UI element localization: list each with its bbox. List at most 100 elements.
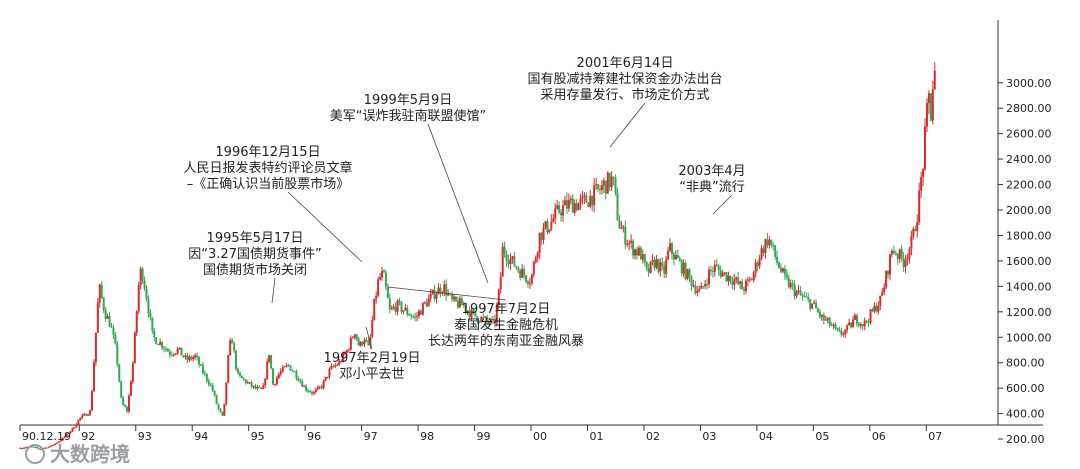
candle-body xyxy=(281,367,284,372)
candle-body xyxy=(262,385,265,390)
candle-body xyxy=(359,342,362,346)
y-tick-label: 600.00 xyxy=(1006,382,1045,395)
candle-body xyxy=(624,226,627,245)
candle-body xyxy=(157,344,160,346)
y-tick-label: 2600.00 xyxy=(1006,128,1052,141)
candle-body xyxy=(227,355,230,383)
candle-body xyxy=(933,70,936,90)
candle-body xyxy=(723,272,726,274)
candle-body xyxy=(65,433,68,437)
candle-body xyxy=(830,325,833,327)
candle-body xyxy=(108,316,111,327)
candle-body xyxy=(412,316,415,318)
candle-body xyxy=(367,340,370,346)
candle-body xyxy=(382,270,385,273)
candle-body xyxy=(353,334,356,338)
candle-body xyxy=(96,302,99,333)
candle-body xyxy=(75,424,78,428)
candle-body xyxy=(92,362,95,392)
candle-body xyxy=(809,299,812,309)
x-tick-label: 03 xyxy=(702,430,716,443)
candle-body xyxy=(112,327,115,335)
candle-body xyxy=(622,226,625,229)
candle-body xyxy=(149,313,152,318)
candle-body xyxy=(126,407,129,412)
candle-body xyxy=(591,195,594,206)
candle-body xyxy=(528,283,531,285)
candle-body xyxy=(737,277,740,284)
candle-body xyxy=(556,205,559,209)
candle-body xyxy=(468,310,471,318)
candle-body xyxy=(505,254,508,261)
candle-body xyxy=(692,285,695,287)
candle-body xyxy=(826,317,829,320)
candle-body xyxy=(328,369,331,377)
candle-body xyxy=(272,368,275,385)
candle-body xyxy=(836,327,839,330)
candle-body xyxy=(651,259,654,262)
candle-body xyxy=(453,296,456,300)
candle-body xyxy=(351,337,354,339)
candle-body xyxy=(694,285,697,293)
candle-body xyxy=(610,176,613,188)
candle-body xyxy=(340,360,343,362)
candle-body xyxy=(289,365,292,371)
annotation-text: 2003年4月 xyxy=(678,164,745,179)
candle-body xyxy=(546,221,549,233)
candle-body xyxy=(268,355,271,362)
candle-body xyxy=(46,447,49,449)
candle-body xyxy=(135,311,138,333)
candle-body xyxy=(764,239,767,254)
y-tick-label: 2800.00 xyxy=(1006,102,1052,115)
candle-body xyxy=(575,203,578,211)
candle-body xyxy=(912,228,915,237)
annotation-text: “非典”流行 xyxy=(679,180,744,195)
candle-body xyxy=(548,229,551,233)
candle-body xyxy=(772,245,775,247)
candles xyxy=(19,62,936,451)
candle-body xyxy=(277,374,280,378)
candle-body xyxy=(137,285,140,312)
y-tick-label: 200.00 xyxy=(1006,433,1045,446)
candle-body xyxy=(417,310,420,316)
candle-body xyxy=(427,298,430,307)
candle-body xyxy=(484,316,487,318)
candle-body xyxy=(153,330,156,338)
candle-body xyxy=(229,340,232,356)
candle-body xyxy=(752,272,755,281)
candle-body xyxy=(114,334,117,344)
candle-body xyxy=(873,305,876,312)
candle-body xyxy=(314,389,317,393)
x-tick-label: 95 xyxy=(251,430,265,443)
candle-body xyxy=(416,315,419,317)
candle-body xyxy=(598,189,601,191)
candle-body xyxy=(163,347,166,349)
candle-body xyxy=(462,305,465,307)
candle-body xyxy=(122,397,125,405)
candle-body xyxy=(178,347,181,349)
candle-body xyxy=(803,296,806,298)
candle-body xyxy=(330,365,333,370)
candle-body xyxy=(94,332,97,363)
candle-body xyxy=(672,254,675,260)
candle-body xyxy=(254,385,257,389)
candle-body xyxy=(497,289,500,306)
y-axis: 200.00 400.00 600.00 800.00 1000.00 1200.00 14… xyxy=(998,77,1052,446)
candle-body xyxy=(519,270,522,278)
candle-body xyxy=(361,342,364,345)
candle-body xyxy=(410,315,413,317)
y-tick-label: 800.00 xyxy=(1006,357,1045,370)
candle-body xyxy=(131,363,134,382)
candle-body xyxy=(910,236,913,250)
candle-body xyxy=(667,250,670,260)
candle-body xyxy=(425,302,428,307)
candle-body xyxy=(349,337,352,350)
candle-body xyxy=(198,357,201,365)
candle-body xyxy=(155,337,158,345)
candle-body xyxy=(100,284,103,298)
candle-body xyxy=(392,306,395,309)
candle-body xyxy=(709,269,712,271)
candle-body xyxy=(526,281,529,284)
candle-body xyxy=(22,447,25,449)
